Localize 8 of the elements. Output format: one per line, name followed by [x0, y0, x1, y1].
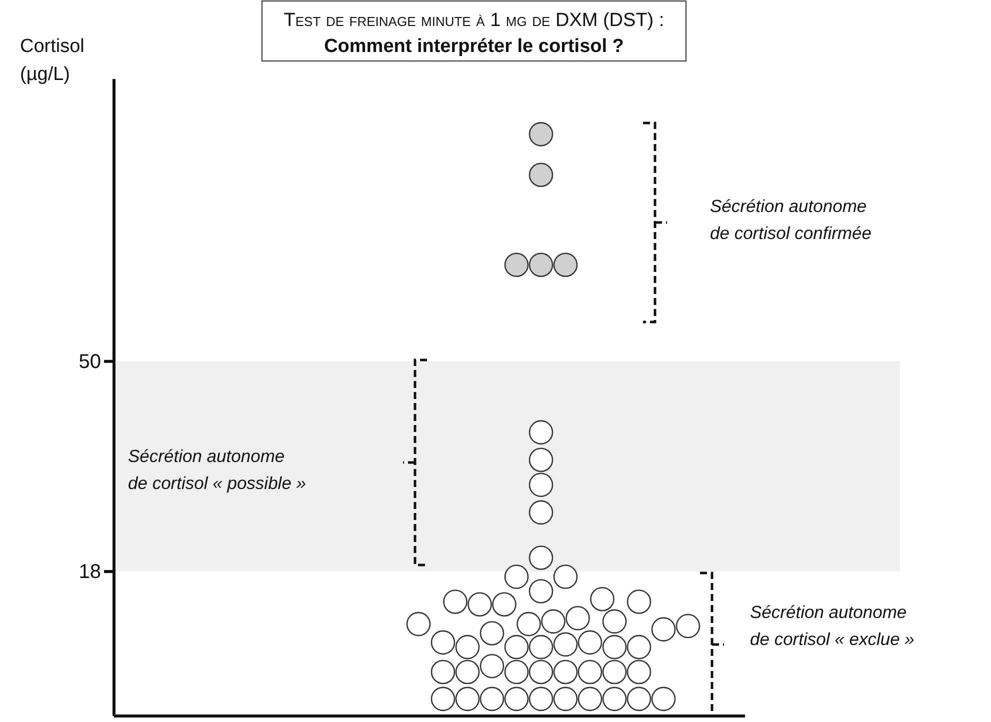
annotation: Sécrétion autonome de cortisol « possible »: [128, 446, 306, 493]
chart-title: Test de freinage minute à 1 mg de DXM (DST) :: [284, 10, 664, 31]
y-tick-label: 50: [78, 350, 101, 373]
annotation: Sécrétion autonome de cortisol « exclue »: [750, 602, 915, 649]
annotation: Sécrétion autonome de cortisol confirmée: [710, 196, 872, 243]
chart-subtitle: Comment interpréter le cortisol ?: [324, 36, 624, 57]
y-tick-label: 18: [78, 560, 101, 583]
y-axis-title: Cortisol (µg/L): [20, 36, 84, 85]
